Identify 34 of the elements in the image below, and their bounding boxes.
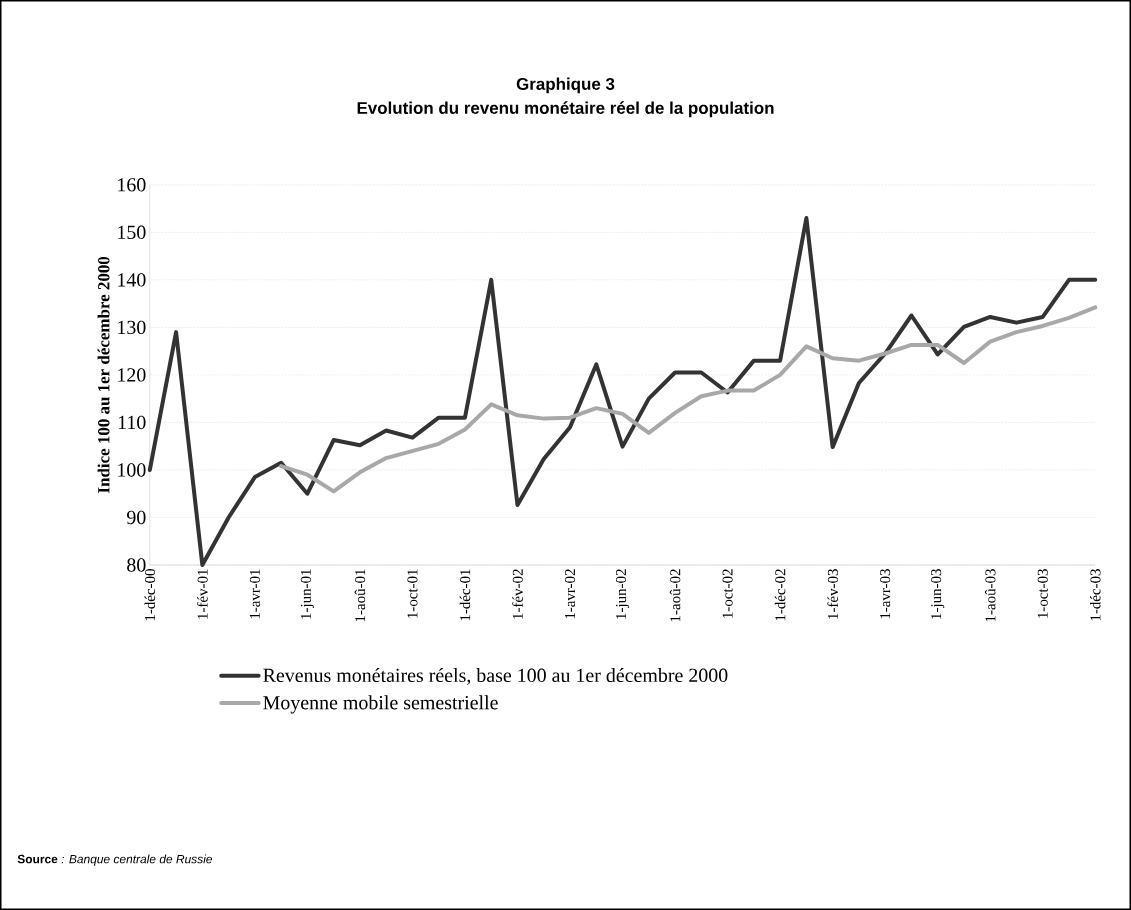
x-tick-label: 1-déc-02	[774, 569, 786, 621]
x-tick-label: 1-avr-02	[564, 569, 576, 619]
y-tick-label: 160	[118, 178, 146, 192]
y-axis-title: Indice 100 au 1er décembre 2000	[97, 256, 110, 494]
x-tick-label: 1-fév-02	[512, 569, 523, 619]
legend-label: Revenus monétaires réels, base 100 au 1er décembre 2000	[263, 668, 728, 685]
x-tick-label: 1-aoû-03	[984, 569, 996, 622]
y-tick-label: 80	[127, 558, 146, 572]
y-tick-label: 110	[118, 415, 146, 430]
chart-title: Graphique 3	[516, 77, 615, 94]
x-tick-label: 1-déc-00	[144, 569, 156, 621]
x-tick-label: 1-déc-01	[459, 569, 471, 621]
y-tick-label: 120	[118, 368, 146, 382]
y-tick-label: 130	[118, 320, 146, 335]
x-tick-label: 1-avr-01	[249, 569, 260, 619]
y-tick-label: 100	[118, 463, 146, 477]
x-tick-label: 1-jun-03	[931, 569, 945, 619]
x-tick-label: 1-avr-03	[880, 569, 891, 619]
x-tick-label: 1-jun-01	[300, 569, 314, 619]
x-tick-label: 1-aoû-01	[354, 569, 366, 622]
x-tick-label: 1-aoû-02	[669, 569, 681, 622]
legend-label: Moyenne mobile semestrielle	[263, 695, 498, 714]
x-tick-label: 1-oct-02	[722, 569, 733, 618]
x-tick-label: 1-oct-03	[1037, 569, 1048, 618]
x-tick-label: 1-fév-01	[197, 569, 208, 619]
x-tick-label: 1-déc-03	[1089, 569, 1101, 621]
y-tick-label: 140	[118, 273, 146, 287]
x-tick-label: 1-oct-01	[407, 569, 418, 618]
text: Source : Banque centrale de Russie	[17, 854, 213, 866]
chart-subtitle: Evolution du revenu monétaire réel de la population	[357, 101, 774, 118]
y-tick-label: 90	[127, 510, 146, 525]
y-tick-label: 150	[118, 225, 146, 240]
x-tick-label: 1-jun-02	[615, 569, 630, 619]
x-tick-label: 1-fév-03	[827, 569, 838, 619]
